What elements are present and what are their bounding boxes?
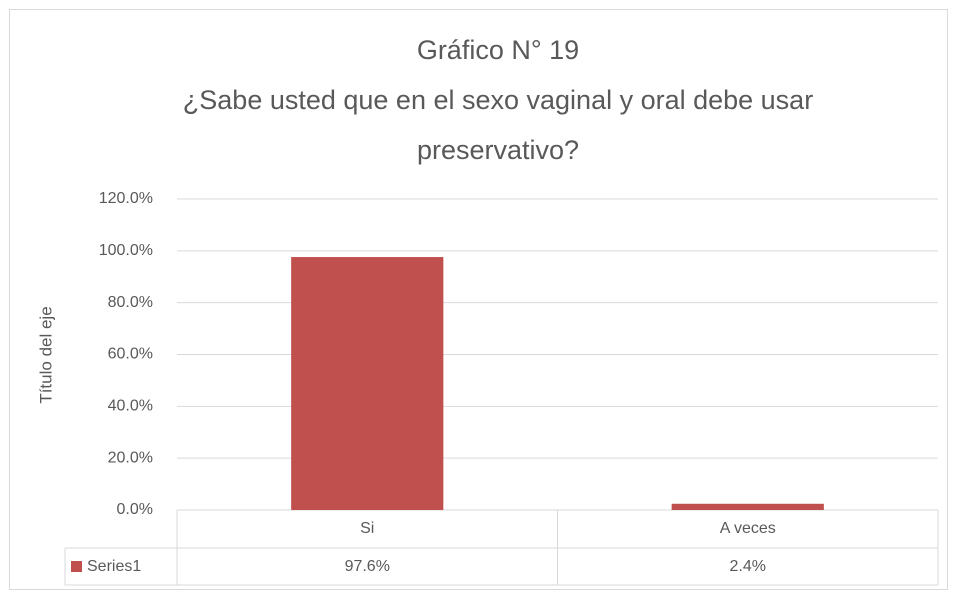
chart-border: [9, 9, 948, 590]
chart-title: Gráfico N° 19: [416, 35, 580, 65]
bar: [291, 257, 444, 510]
y-axis-title: Título del eje: [36, 306, 55, 403]
y-tick-label: 80.0%: [108, 294, 153, 311]
data-table-value: 97.6%: [345, 558, 390, 575]
y-tick-label: 120.0%: [99, 190, 153, 207]
bar: [671, 503, 824, 510]
x-tick-label: A veces: [720, 520, 776, 537]
y-tick-label: 60.0%: [108, 346, 153, 363]
data-table-value: 2.4%: [730, 558, 766, 575]
y-tick-label: 0.0%: [117, 501, 153, 518]
chart-subtitle: ¿Sabe usted que en el sexo vaginal y ora…: [182, 85, 814, 165]
x-tick-label: Si: [360, 520, 374, 537]
legend-label: Series1: [87, 558, 141, 575]
y-tick-label: 20.0%: [108, 449, 153, 466]
y-tick-label: 100.0%: [99, 242, 153, 259]
y-tick-label: 40.0%: [108, 398, 153, 415]
legend-swatch: [71, 561, 82, 572]
